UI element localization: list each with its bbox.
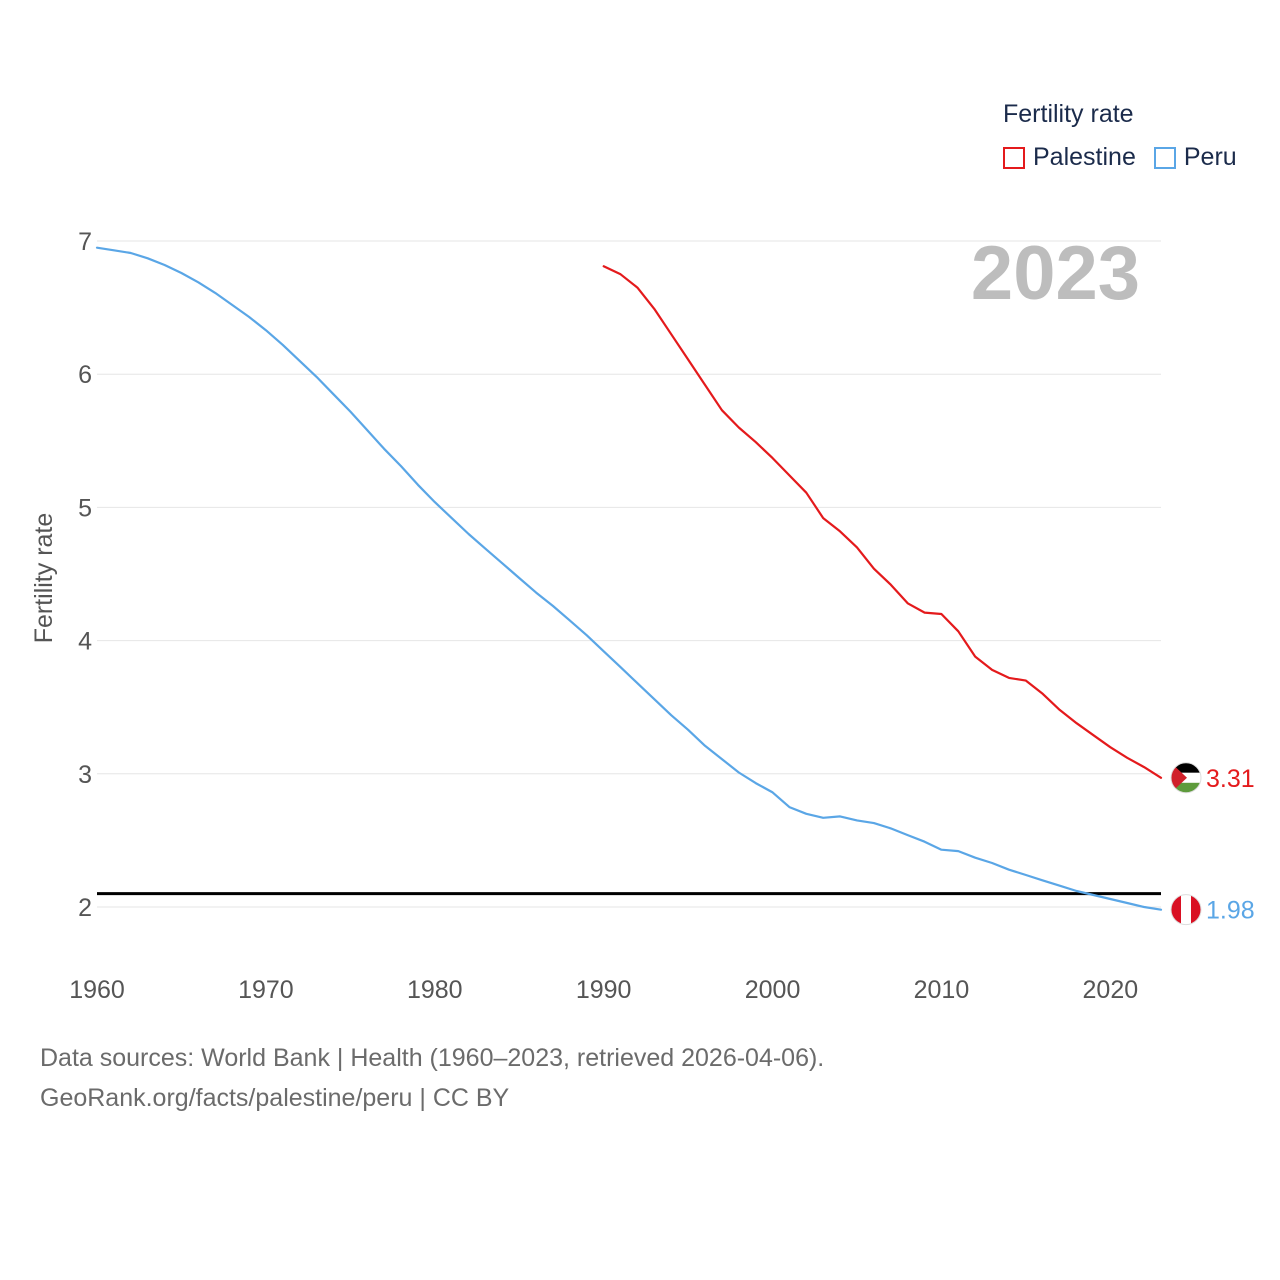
x-tick-label-2010: 2010	[914, 976, 970, 1004]
end-value-label-palestine: 3.31	[1206, 765, 1255, 793]
x-tick-label-2000: 2000	[745, 976, 801, 1004]
end-value-label-peru: 1.98	[1206, 897, 1255, 925]
series-end-labels: 3.31 1.98	[1170, 762, 1255, 926]
series-line-peru	[95, 246, 1163, 911]
footer-sources: Data sources: World Bank | Health (1960–…	[40, 1044, 825, 1072]
x-tick-label-1970: 1970	[238, 976, 294, 1004]
y-axis-label: Fertility rate	[30, 513, 58, 644]
grid-lines	[97, 240, 1161, 908]
x-tick-label-1960: 1960	[69, 976, 125, 1004]
series-lines	[95, 246, 1163, 911]
legend-swatch-peru	[1153, 146, 1176, 169]
series-line-palestine	[602, 265, 1163, 779]
legend-swatch-palestine	[1003, 146, 1025, 169]
legend-title: Fertility rate	[1003, 100, 1134, 128]
y-tick-label-3: 3	[78, 761, 92, 789]
legend-item-palestine[interactable]: Palestine	[1003, 143, 1136, 172]
x-tick-label-2020: 2020	[1083, 976, 1139, 1004]
legend-label-peru: Peru	[1183, 143, 1237, 171]
legend-item-peru[interactable]: Peru	[1153, 143, 1237, 172]
palestine-flag-icon	[1170, 762, 1202, 794]
peru-flag-icon	[1170, 894, 1202, 926]
y-tick-label-4: 4	[78, 628, 92, 656]
x-axis-ticks: 1960 1970 1980 1990 2000 2010 2020	[69, 976, 1138, 1004]
footer-link[interactable]: GeoRank.org/facts/palestine/peru | CC BY	[40, 1084, 510, 1112]
y-tick-label-6: 6	[78, 361, 92, 389]
x-tick-label-1980: 1980	[407, 976, 463, 1004]
legend-label-palestine: Palestine	[1033, 143, 1136, 171]
y-tick-label-2: 2	[78, 894, 92, 922]
y-tick-label-7: 7	[78, 228, 92, 256]
year-label: 2023	[971, 231, 1140, 316]
x-tick-label-1990: 1990	[576, 976, 632, 1004]
y-axis-ticks: 2 3 4 5 6 7	[78, 228, 92, 922]
y-tick-label-5: 5	[78, 494, 92, 522]
legend: Palestine Peru	[1003, 143, 1237, 172]
